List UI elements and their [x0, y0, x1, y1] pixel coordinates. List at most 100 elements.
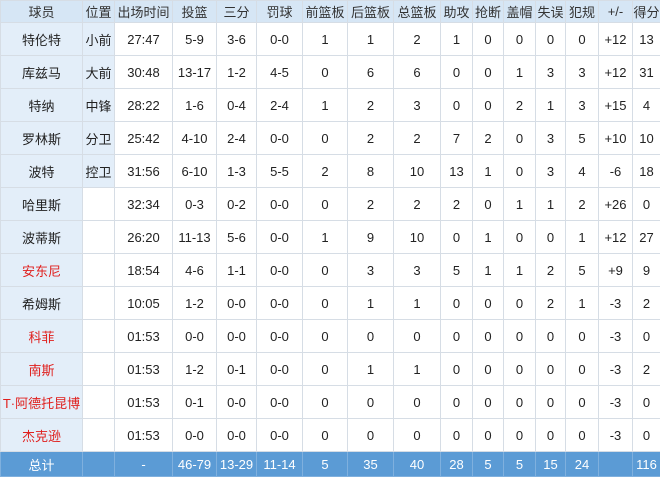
stat-cell: 4-5 — [256, 55, 303, 89]
player-name: 特纳 — [0, 88, 83, 122]
stat-cell: 分卫 — [82, 121, 115, 155]
column-header: 位置 — [82, 0, 115, 23]
column-header: 三分 — [216, 0, 257, 23]
stat-cell: 0 — [302, 55, 348, 89]
stat-cell: 2 — [472, 121, 504, 155]
player-row: 杰克逊 01:53 0-0 0-0 0-0 0 0 0 0 0 0 0 0 -3 0 — [0, 418, 660, 452]
stat-cell: 1 — [302, 22, 348, 56]
stat-cell: 0 — [302, 418, 348, 452]
stat-cell: 0 — [302, 187, 348, 221]
stat-cell: 0 — [302, 319, 348, 353]
stat-cell: 2 — [393, 121, 441, 155]
stat-cell: 3 — [393, 88, 441, 122]
stat-cell: 0 — [393, 319, 441, 353]
stat-cell: 0 — [503, 385, 536, 419]
column-header: 球员 — [0, 0, 83, 23]
player-row: 科菲 01:53 0-0 0-0 0-0 0 0 0 0 0 0 0 0 -3 0 — [0, 319, 660, 353]
stat-cell: 10 — [393, 220, 441, 254]
player-name: 杰克逊 — [0, 418, 83, 452]
stat-cell: 0-0 — [256, 352, 303, 386]
stat-cell: 1 — [472, 253, 504, 287]
stat-cell: -3 — [598, 319, 633, 353]
player-row: 波特 控卫 31:56 6-10 1-3 5-5 2 8 10 13 1 0 3 4 -6 18 — [0, 154, 660, 188]
stat-cell: 大前 — [82, 55, 115, 89]
stat-cell: 2 — [535, 253, 566, 287]
stat-cell: 0 — [440, 286, 473, 320]
stat-cell: 13 — [632, 22, 660, 56]
stat-cell: 10 — [393, 154, 441, 188]
stat-cell: +15 — [598, 88, 633, 122]
column-header: +/- — [598, 0, 633, 23]
stat-cell: 1-6 — [172, 88, 217, 122]
stat-cell: 4-10 — [172, 121, 217, 155]
stat-cell: 0-2 — [216, 187, 257, 221]
player-name: 科菲 — [0, 319, 83, 353]
stat-cell: 1 — [565, 220, 599, 254]
stat-cell — [82, 418, 115, 452]
column-header: 抢断 — [472, 0, 504, 23]
stat-cell: 1 — [440, 22, 473, 56]
stat-cell: 2 — [302, 154, 348, 188]
stat-cell: 0-0 — [256, 253, 303, 287]
stat-cell: 0 — [565, 385, 599, 419]
stat-cell: +12 — [598, 220, 633, 254]
player-name: 特伦特 — [0, 22, 83, 56]
stat-cell: 5-5 — [256, 154, 303, 188]
stat-cell: 5 — [440, 253, 473, 287]
stat-cell: 2 — [440, 187, 473, 221]
stat-cell: 5-6 — [216, 220, 257, 254]
player-name: 库兹马 — [0, 55, 83, 89]
stat-cell: 3 — [535, 121, 566, 155]
column-header: 前篮板 — [302, 0, 348, 23]
stat-cell: 0-0 — [216, 319, 257, 353]
stat-cell: 1 — [472, 154, 504, 188]
stat-cell: 0-3 — [172, 187, 217, 221]
stat-cell — [82, 385, 115, 419]
stat-cell: 0 — [440, 220, 473, 254]
stat-cell: 2 — [347, 88, 394, 122]
player-name: T·阿德托昆博 — [0, 385, 83, 419]
total-cell: 总计 — [0, 451, 83, 477]
total-cell — [82, 451, 115, 477]
column-header: 盖帽 — [503, 0, 536, 23]
player-name: 罗林斯 — [0, 121, 83, 155]
total-cell: - — [114, 451, 173, 477]
stat-cell: 0 — [440, 385, 473, 419]
stat-cell: 1 — [347, 286, 394, 320]
stat-cell — [82, 286, 115, 320]
stat-cell: +12 — [598, 55, 633, 89]
stat-cell: 0-0 — [256, 418, 303, 452]
stat-cell: 中锋 — [82, 88, 115, 122]
stat-cell: 小前 — [82, 22, 115, 56]
column-header: 出场时间 — [114, 0, 173, 23]
stat-cell: 6 — [347, 55, 394, 89]
total-cell: 46-79 — [172, 451, 217, 477]
stat-cell: 0 — [440, 352, 473, 386]
stat-cell: 1 — [302, 88, 348, 122]
stat-cell: 0 — [565, 352, 599, 386]
stat-cell: 0 — [503, 22, 536, 56]
stat-cell: 0 — [503, 220, 536, 254]
stat-cell: 0 — [472, 418, 504, 452]
stat-cell: 1-2 — [172, 352, 217, 386]
stat-cell: 31:56 — [114, 154, 173, 188]
stat-cell: 4 — [565, 154, 599, 188]
stat-cell: 2-4 — [216, 121, 257, 155]
player-name: 哈里斯 — [0, 187, 83, 221]
stat-cell: 1 — [347, 22, 394, 56]
stat-cell: 0-0 — [256, 319, 303, 353]
stat-cell: 4-6 — [172, 253, 217, 287]
stat-cell: 3 — [535, 55, 566, 89]
stat-cell: 0 — [503, 352, 536, 386]
stat-cell: 1 — [472, 220, 504, 254]
stat-cell: 1 — [503, 55, 536, 89]
stat-cell: 0-0 — [172, 418, 217, 452]
column-header: 助攻 — [440, 0, 473, 23]
stat-cell: 0-0 — [216, 418, 257, 452]
stat-cell: 0 — [472, 22, 504, 56]
player-row: 特伦特 小前 27:47 5-9 3-6 0-0 1 1 2 1 0 0 0 0 +12 13 — [0, 22, 660, 56]
stat-cell: 27 — [632, 220, 660, 254]
stat-cell: 0 — [347, 385, 394, 419]
stat-cell: 0 — [535, 22, 566, 56]
stat-cell: 5 — [565, 253, 599, 287]
